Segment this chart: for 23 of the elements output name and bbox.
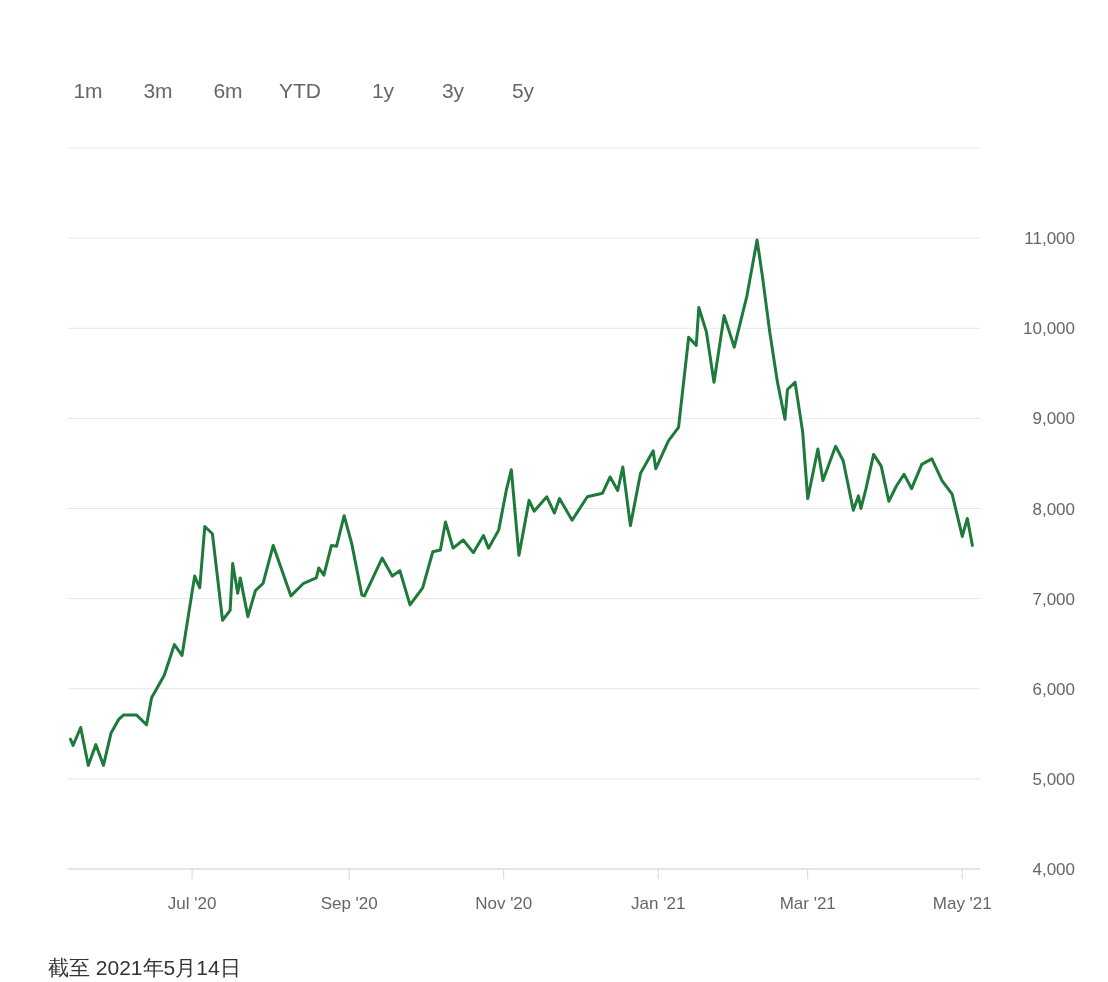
line-series [69, 238, 974, 767]
y-tick-label: 7,000 [1032, 589, 1075, 609]
x-tick-label: Mar '21 [779, 894, 836, 913]
text: 1y [371, 79, 395, 102]
y-tick-label: 8,000 [1032, 499, 1075, 519]
text: 3y [441, 79, 465, 102]
text: YTD [279, 79, 321, 102]
y-tick-label: 11,000 [1024, 229, 1075, 249]
y-tick-label: 10,000 [1023, 319, 1075, 339]
x-tick-label: Sep '20 [320, 894, 378, 913]
x-tick-label: May '21 [932, 894, 992, 913]
y-tick-label: 5,000 [1032, 769, 1075, 789]
text: 3m [143, 79, 173, 102]
x-tick-label: Jan '21 [631, 894, 686, 913]
x-tick-label: Jul '20 [167, 894, 217, 913]
y-tick-label: 9,000 [1032, 409, 1075, 429]
y-tick-label: 6,000 [1032, 679, 1075, 699]
text: 1m [73, 79, 103, 102]
text: 截至 2021年5月14日 [48, 956, 241, 979]
x-tick-label: Nov '20 [475, 894, 533, 913]
text: 6m [213, 79, 243, 102]
text: 5y [511, 79, 535, 102]
y-tick-label: 4,000 [1032, 860, 1075, 879]
